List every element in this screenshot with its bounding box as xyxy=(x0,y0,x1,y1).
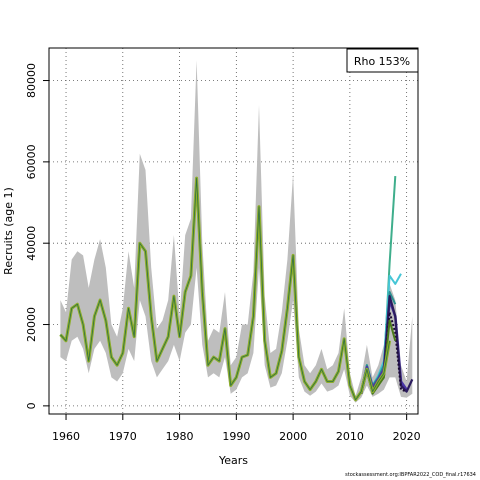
footer-source: stockassessment.org:IBPFAR2022_COD_final… xyxy=(345,472,476,478)
plot-frame xyxy=(48,47,419,415)
x-axis: 1960 1970 1980 1990 2000 2010 2020 xyxy=(52,414,421,443)
confidence-band-area xyxy=(60,60,413,403)
x-tick-label-2020: 2020 xyxy=(393,430,421,443)
x-tick-label-1970: 1970 xyxy=(109,430,137,443)
x-axis-title: Years xyxy=(218,454,248,467)
y-tick-label-20000: 20000 xyxy=(25,307,38,342)
y-tick-label-0: 0 xyxy=(25,402,38,409)
x-tick-label-1960: 1960 xyxy=(52,430,80,443)
y-tick-label-40000: 40000 xyxy=(25,226,38,261)
x-tick-label-1980: 1980 xyxy=(166,430,194,443)
y-axis: 0 20000 40000 60000 80000 xyxy=(25,63,49,409)
confidence-band xyxy=(60,60,413,403)
series-line-core xyxy=(60,177,390,401)
y-tick-label-80000: 80000 xyxy=(25,63,38,98)
series-lines xyxy=(59,176,414,402)
grid xyxy=(49,48,418,414)
x-tick-label-1990: 1990 xyxy=(222,430,250,443)
y-tick-label-60000: 60000 xyxy=(25,144,38,179)
legend: Rho 153% xyxy=(346,48,419,73)
x-tick-label-2010: 2010 xyxy=(336,430,364,443)
y-axis-title: Recruits (age 1) xyxy=(2,187,15,275)
x-tick-label-2000: 2000 xyxy=(279,430,307,443)
legend-box xyxy=(346,48,419,73)
legend-text: Rho 153% xyxy=(354,55,410,68)
